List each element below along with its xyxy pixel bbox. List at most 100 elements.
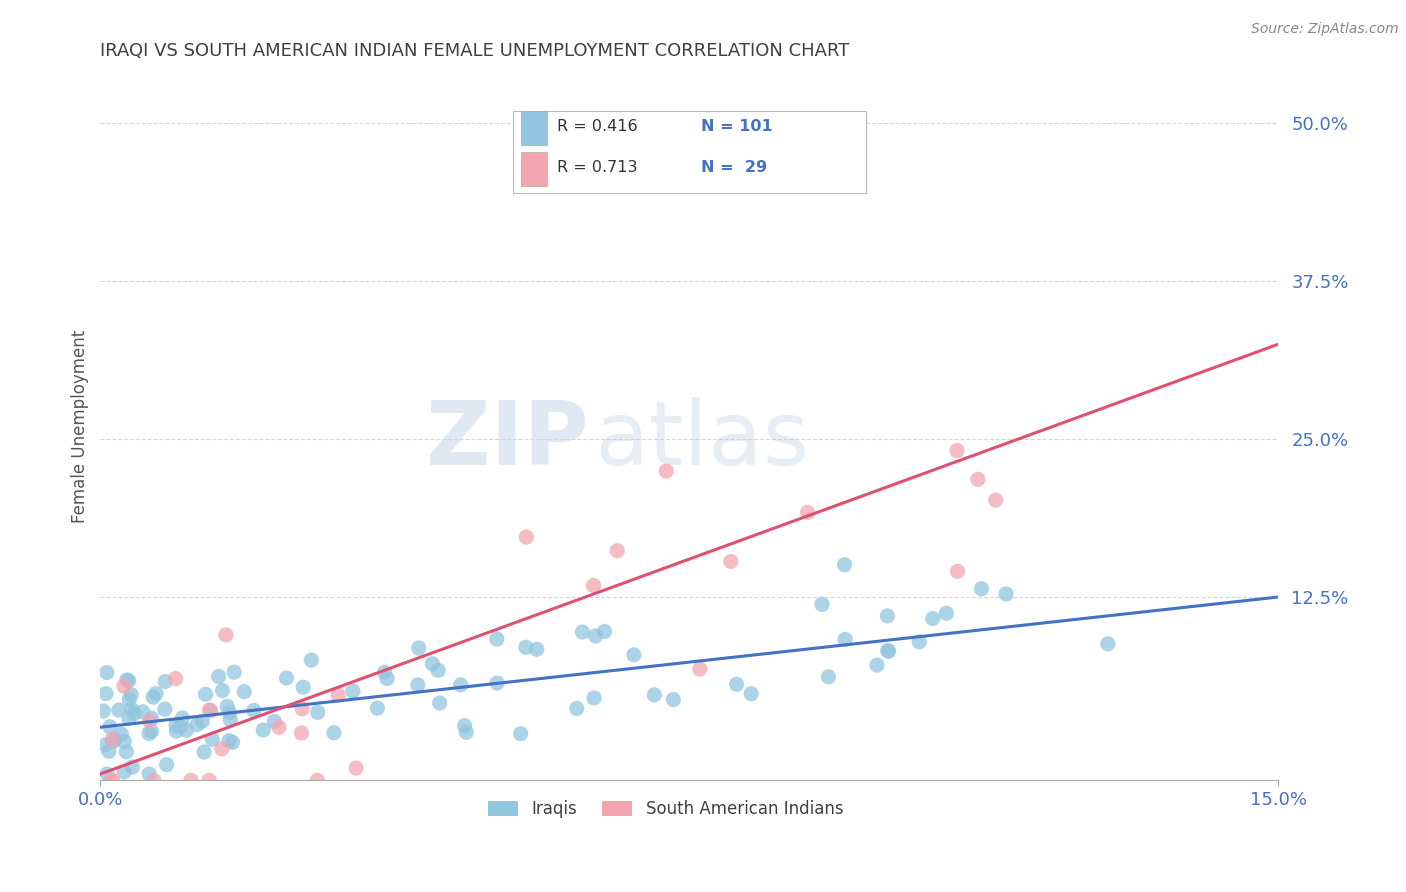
Point (138, 726, 160, 740)
Point (224, 665, 246, 680)
Point (96, 665, 118, 680)
Legend: Iraqis, South American Indians: Iraqis, South American Indians (482, 794, 851, 825)
Point (1097, 637, 1119, 651)
Point (876, 608, 898, 623)
Y-axis label: Female Unemployment: Female Unemployment (72, 330, 89, 523)
Point (876, 643, 898, 657)
Text: ZIP: ZIP (426, 397, 589, 484)
Point (276, 671, 298, 685)
Point (218, 706, 240, 720)
Point (198, 703, 221, 717)
Text: Source: ZipAtlas.com: Source: ZipAtlas.com (1251, 22, 1399, 37)
Point (834, 558, 856, 572)
Point (193, 745, 215, 759)
Point (585, 629, 607, 643)
Text: atlas: atlas (595, 397, 810, 484)
Point (200, 703, 222, 717)
Point (307, 706, 329, 720)
Point (984, 493, 1007, 508)
Point (186, 717, 208, 731)
Point (165, 672, 187, 686)
Point (606, 543, 628, 558)
Point (112, 734, 135, 748)
Point (112, 764, 135, 779)
Point (211, 683, 233, 698)
Text: IRAQI VS SOUTH AMERICAN INDIAN FEMALE UNEMPLOYMENT CORRELATION CHART: IRAQI VS SOUTH AMERICAN INDIAN FEMALE UN… (100, 42, 849, 60)
Point (208, 669, 231, 683)
Point (191, 714, 214, 728)
Point (290, 726, 312, 740)
Point (655, 464, 678, 478)
Point (165, 718, 187, 732)
Point (153, 702, 176, 716)
Point (450, 678, 472, 692)
Point (375, 672, 398, 686)
Point (662, 692, 685, 706)
Point (509, 726, 531, 740)
Point (101, 732, 124, 747)
Point (946, 564, 969, 578)
Point (118, 673, 141, 688)
Point (408, 640, 430, 655)
Point (169, 719, 191, 733)
Point (198, 773, 221, 788)
Point (142, 690, 165, 705)
Point (218, 733, 240, 747)
Point (91, 704, 114, 718)
Point (211, 742, 233, 756)
Point (138, 767, 160, 781)
Point (166, 724, 188, 739)
Point (342, 684, 364, 698)
Point (486, 676, 509, 690)
Point (215, 628, 238, 642)
Point (935, 606, 957, 620)
Text: N =  29: N = 29 (702, 160, 768, 175)
Point (115, 745, 138, 759)
Point (623, 648, 645, 662)
Point (243, 703, 266, 717)
Point (515, 530, 537, 544)
Point (811, 598, 834, 612)
Point (582, 579, 605, 593)
Point (593, 624, 616, 639)
Point (142, 773, 165, 788)
Point (866, 658, 889, 673)
Point (326, 688, 349, 702)
Point (307, 773, 329, 788)
Point (138, 714, 160, 728)
Point (115, 673, 138, 687)
Point (180, 773, 202, 788)
Point (299, 653, 322, 667)
Point (156, 757, 179, 772)
Point (571, 625, 593, 640)
Point (122, 706, 145, 721)
Point (100, 773, 122, 788)
Point (98, 720, 121, 734)
Point (374, 665, 396, 680)
Point (643, 688, 665, 702)
Point (97, 744, 120, 758)
Point (201, 732, 224, 747)
Point (921, 611, 943, 625)
Point (366, 701, 388, 715)
Point (344, 761, 367, 775)
Point (877, 644, 900, 658)
FancyBboxPatch shape (513, 112, 866, 193)
Point (427, 664, 450, 678)
FancyBboxPatch shape (520, 152, 547, 186)
Point (112, 679, 135, 693)
Point (104, 732, 127, 747)
Point (145, 686, 167, 700)
Point (94, 738, 117, 752)
Point (322, 725, 344, 739)
Point (970, 582, 993, 596)
Point (176, 723, 198, 738)
Point (966, 472, 988, 486)
Point (429, 696, 451, 710)
Point (263, 714, 285, 729)
Text: R = 0.416: R = 0.416 (557, 120, 638, 135)
Point (110, 727, 132, 741)
Text: R = 0.713: R = 0.713 (557, 160, 638, 175)
Point (725, 677, 748, 691)
Point (406, 678, 429, 692)
